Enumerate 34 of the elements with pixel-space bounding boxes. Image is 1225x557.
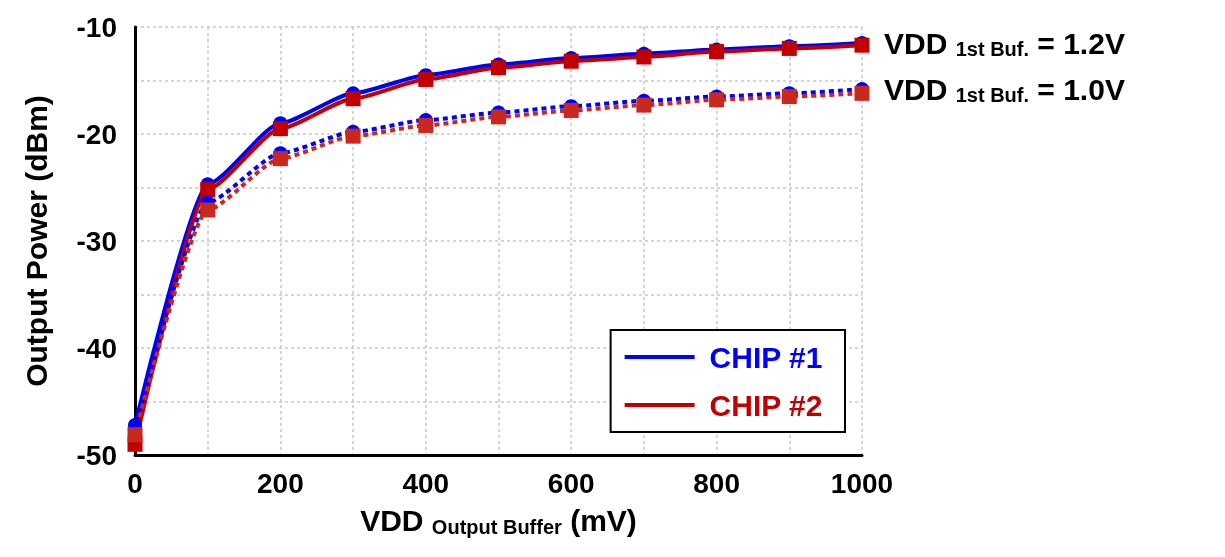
point: [491, 109, 506, 125]
y-tick-label: -40: [76, 332, 117, 364]
x-tick-label: 600: [547, 467, 595, 499]
point: [345, 91, 361, 107]
point: [127, 427, 143, 443]
point: [709, 92, 725, 108]
point: [854, 85, 870, 101]
y-tick-label: -50: [76, 439, 117, 471]
y-axis-title: Output Power (dBm): [19, 95, 53, 387]
point: [418, 71, 434, 87]
point: [636, 49, 652, 65]
y-tick-label: -30: [76, 225, 117, 257]
point: [636, 97, 652, 113]
point: [781, 89, 797, 105]
point: [200, 182, 216, 198]
point: [345, 128, 361, 144]
x-tick-label: 800: [693, 467, 740, 499]
point: [200, 202, 216, 218]
point: [418, 117, 434, 133]
legend-label: CHIP #2: [709, 388, 823, 422]
x-axis-title: VDD Output Buffer (mV): [360, 503, 637, 538]
annotation: VDD 1st Buf. = 1.2V: [884, 26, 1125, 61]
point: [563, 102, 579, 118]
y-tick-label: -10: [76, 11, 117, 43]
point: [272, 151, 288, 167]
point: [491, 60, 506, 76]
legend-label: CHIP #1: [709, 340, 823, 374]
x-tick-label: 0: [127, 467, 143, 499]
y-tick-label: -20: [76, 118, 117, 150]
x-tick-label: 200: [257, 467, 304, 499]
annotation: VDD 1st Buf. = 1.0V: [884, 72, 1125, 107]
x-tick-label: 400: [402, 467, 450, 499]
x-tick-label: 1000: [830, 467, 894, 499]
point: [272, 121, 288, 137]
